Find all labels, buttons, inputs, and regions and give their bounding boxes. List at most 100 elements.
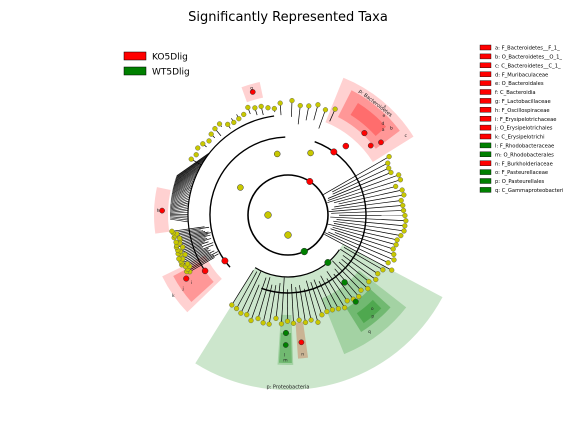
branch [327, 179, 401, 204]
node-a [378, 139, 384, 146]
leaf-node [180, 244, 186, 250]
leaf-node [373, 276, 379, 283]
leaf-node [277, 100, 283, 106]
branch [327, 172, 392, 199]
taxa-swatch-e [479, 80, 492, 86]
leaf-node [236, 116, 242, 122]
leaf-node [302, 319, 309, 326]
leaf-node [375, 271, 381, 277]
leaf-node [342, 305, 348, 311]
branch [333, 186, 396, 204]
fan-line [171, 178, 195, 194]
sector-letter-o: o [371, 307, 374, 312]
branch [189, 257, 215, 273]
taxa-label-c: c: C_Bacteroidetes__C_1_ [495, 63, 561, 69]
branch [173, 226, 210, 234]
branch [180, 249, 208, 262]
leaf-node [289, 97, 295, 104]
fan-line [170, 218, 189, 223]
branch [179, 231, 209, 239]
taxa-label-g: g: F_Lactobacillaceae [495, 99, 551, 105]
leaf-node [403, 218, 409, 224]
fan-line [174, 161, 204, 183]
fan-line [173, 166, 201, 186]
leaf-node [208, 131, 214, 137]
branch [332, 162, 388, 193]
leaf-node [278, 321, 285, 327]
fan-line [173, 169, 199, 188]
branch [342, 255, 376, 280]
leaf-node [252, 105, 258, 111]
branch [332, 167, 389, 195]
node-h [159, 207, 165, 214]
leaf-node [308, 317, 314, 323]
taxa-label-j: j: O_Erysipelotrichales [494, 126, 553, 132]
phylum-label-1: p: Proteobacteria [266, 385, 309, 391]
node-p [324, 259, 332, 266]
fan-line [171, 183, 194, 197]
node-e [342, 142, 350, 150]
branch [182, 238, 212, 248]
group-swatch-WT5Dlig [123, 66, 147, 76]
leaf-node [366, 279, 372, 285]
fan-line [170, 198, 190, 206]
leaf-node [297, 103, 303, 109]
leaf-node [173, 239, 179, 245]
leaf-node [212, 126, 218, 132]
branch [338, 189, 403, 205]
branch [297, 105, 301, 125]
leaf-node [315, 319, 321, 325]
node-o [341, 279, 348, 286]
branch [326, 278, 345, 308]
branch [182, 249, 211, 264]
node-i [183, 275, 190, 282]
fan-line [170, 193, 191, 203]
branch [343, 247, 384, 271]
leaf-node [388, 169, 394, 176]
sector-letter-p: p [371, 315, 374, 320]
branch [184, 247, 204, 255]
fan-line [172, 171, 199, 190]
fan-line [169, 215, 189, 217]
fan-line [175, 154, 208, 179]
leaf-node [400, 202, 406, 208]
leaf-node [400, 207, 407, 214]
branch [336, 219, 405, 227]
branch [179, 234, 211, 244]
leaf-node [385, 260, 391, 266]
branch [240, 271, 262, 314]
leaf-node [397, 177, 404, 183]
leaf-node [386, 165, 392, 171]
sector-letter-c: c [404, 134, 407, 139]
chart-title: Significantly Represented Taxa [188, 10, 388, 25]
taxa-label-m: m: O_Rhodobacterales [495, 152, 554, 158]
branch [186, 253, 219, 272]
fan-line [169, 210, 189, 213]
fan-line [169, 212, 189, 214]
leaf-node [182, 251, 188, 258]
leaf-node [225, 121, 231, 127]
branch [176, 229, 201, 235]
leaf-node [306, 103, 312, 109]
leaf-node [391, 251, 397, 258]
leaf-node [216, 121, 223, 127]
sector-letter-d: d [382, 121, 385, 127]
taxa-swatch-g [479, 98, 492, 104]
fan-line [171, 182, 194, 196]
leaf-node [365, 286, 371, 292]
node-j [201, 267, 209, 275]
taxa-label-n: n: F_Burkholderiaceae [495, 161, 553, 167]
leaf-node [184, 261, 191, 267]
leaf-node [401, 228, 407, 234]
ring-class [247, 174, 329, 256]
group-label-KO5Dlig: KO5Dlig [152, 53, 188, 63]
fan-line [170, 189, 192, 201]
leaf-node [385, 160, 391, 166]
node-firmicutes [264, 211, 272, 219]
branch [231, 270, 254, 306]
sector-e [350, 103, 387, 137]
branch [257, 277, 271, 319]
leaf-node [265, 105, 271, 111]
fan-line [175, 156, 207, 180]
